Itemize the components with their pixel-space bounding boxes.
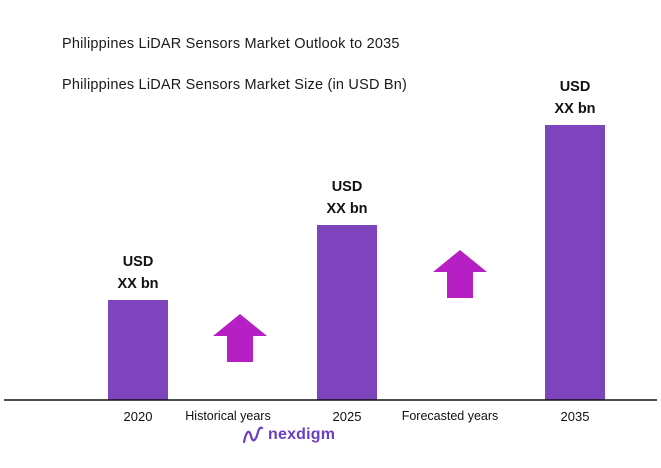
bar-value-label-2035: XX bn	[554, 101, 595, 117]
bar-value-label-2020: XX bn	[117, 276, 158, 292]
bar-value-label-2025: USD	[332, 179, 363, 195]
chart-subtitle: Philippines LiDAR Sensors Market Size (i…	[62, 77, 408, 93]
bar-2035	[545, 125, 605, 400]
growth-arrow-icon	[433, 250, 487, 298]
bar-2020	[108, 300, 168, 400]
growth-arrow-icon	[213, 314, 267, 362]
bar-value-label-2035: USD	[560, 79, 591, 95]
x-tick-label-2025: 2025	[333, 409, 362, 424]
x-tick-label-2035: 2035	[561, 409, 590, 424]
nexdigm-logo: nexdigm	[242, 424, 335, 446]
bar-value-label-2020: USD	[123, 254, 154, 270]
bar-2025	[317, 225, 377, 400]
x-tick-label-2020: 2020	[124, 409, 153, 424]
period-label-forecast: Forecasted years	[402, 409, 499, 423]
nexdigm-logo-icon	[242, 426, 264, 444]
bar-value-label-2025: XX bn	[326, 201, 367, 217]
nexdigm-logo-text: nexdigm	[268, 426, 336, 443]
chart-title: Philippines LiDAR Sensors Market Outlook…	[62, 36, 400, 52]
period-label-historical: Historical years	[185, 409, 270, 423]
